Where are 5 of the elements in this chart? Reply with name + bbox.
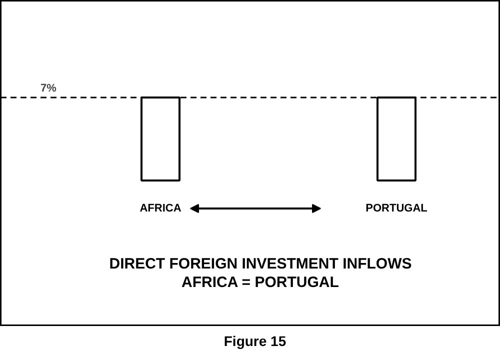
text: 7% bbox=[40, 82, 57, 94]
text: DIRECT FOREIGN INVESTMENT INFLOWS AFRICA = PORTUGAL bbox=[109, 256, 412, 292]
x-tick-label: PORTUGAL bbox=[366, 202, 428, 214]
x-tick-label: AFRICA bbox=[140, 202, 182, 214]
caption: Figure 15 bbox=[222, 332, 288, 351]
